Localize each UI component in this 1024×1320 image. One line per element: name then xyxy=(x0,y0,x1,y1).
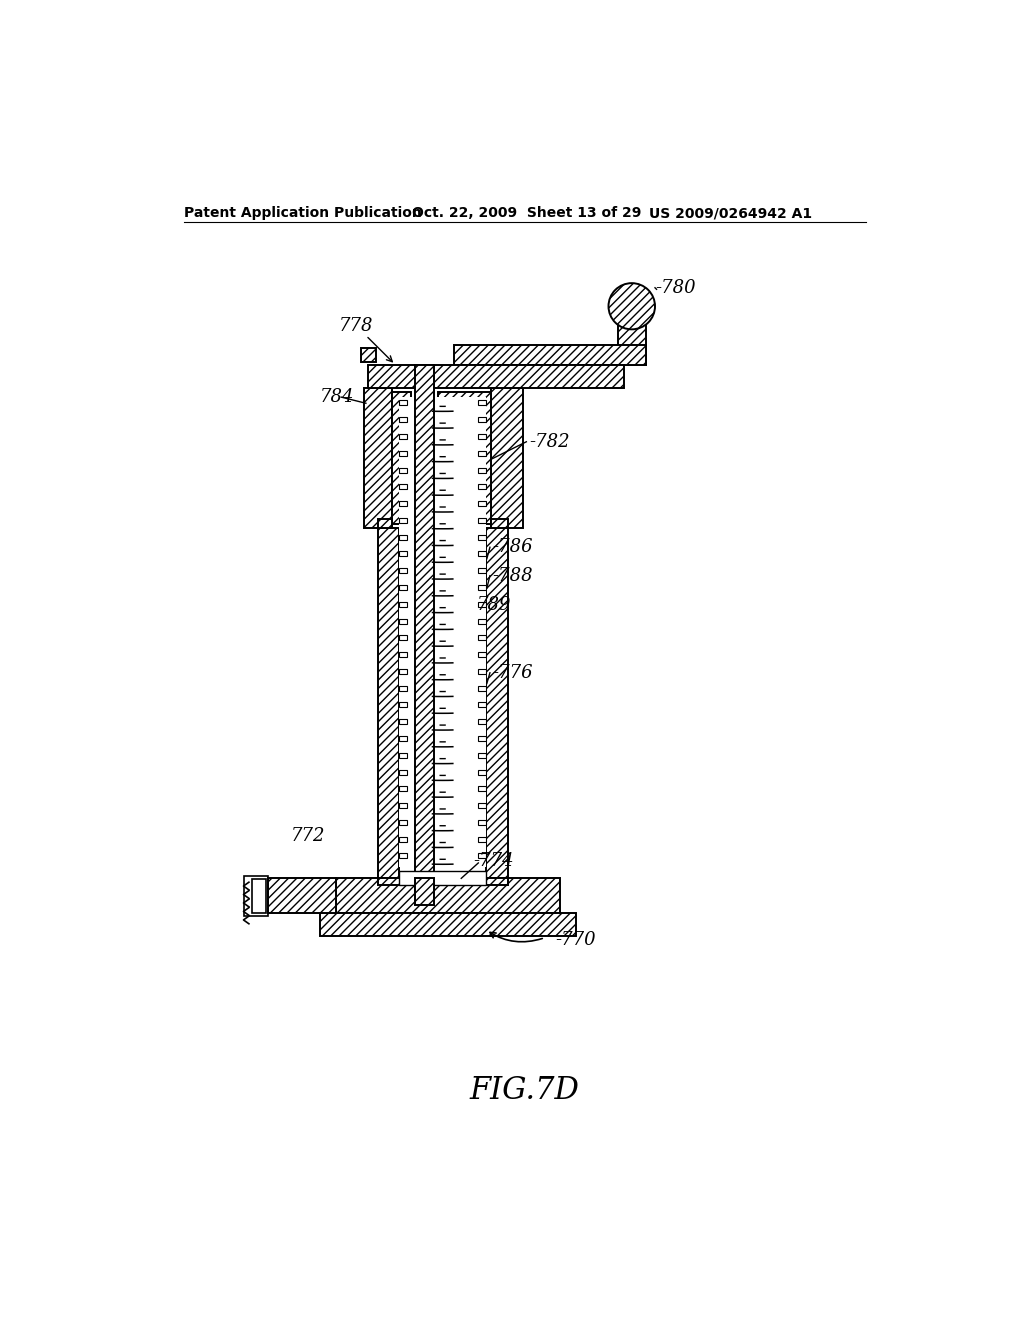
Bar xyxy=(478,652,486,657)
Bar xyxy=(478,770,486,775)
Bar xyxy=(399,854,407,858)
Bar xyxy=(399,484,407,490)
Bar xyxy=(399,737,407,741)
Bar xyxy=(378,528,399,878)
Bar xyxy=(399,417,407,422)
Bar xyxy=(399,400,407,405)
Bar xyxy=(478,502,486,506)
Text: 789: 789 xyxy=(477,597,511,614)
Bar xyxy=(399,787,407,791)
Bar xyxy=(478,585,486,590)
Bar xyxy=(478,434,486,440)
Text: 784: 784 xyxy=(321,388,354,407)
Bar xyxy=(415,878,434,906)
Bar xyxy=(478,737,486,741)
Bar xyxy=(478,619,486,623)
Bar xyxy=(454,345,646,364)
Text: Oct. 22, 2009  Sheet 13 of 29: Oct. 22, 2009 Sheet 13 of 29 xyxy=(412,206,641,220)
Bar xyxy=(321,913,575,936)
Bar xyxy=(399,568,407,573)
Bar xyxy=(478,535,486,540)
Bar xyxy=(399,552,407,557)
Bar xyxy=(399,602,407,607)
Text: -776: -776 xyxy=(493,664,532,681)
Bar xyxy=(478,400,486,405)
Bar xyxy=(399,685,407,690)
Bar xyxy=(478,417,486,422)
Bar xyxy=(267,878,336,913)
Bar xyxy=(369,364,624,388)
Bar xyxy=(617,321,646,364)
Bar xyxy=(478,685,486,690)
Bar xyxy=(245,876,267,916)
Text: -780: -780 xyxy=(655,279,695,297)
Bar xyxy=(399,517,407,523)
Text: -788: -788 xyxy=(493,566,532,585)
Bar xyxy=(399,652,407,657)
Bar xyxy=(399,719,407,725)
Text: FIG.7D: FIG.7D xyxy=(470,1074,580,1106)
Bar xyxy=(399,871,486,884)
Bar xyxy=(336,878,560,913)
Bar xyxy=(478,602,486,607)
Circle shape xyxy=(608,284,655,330)
Bar xyxy=(399,702,407,708)
Bar xyxy=(378,519,391,528)
Text: Patent Application Publication: Patent Application Publication xyxy=(183,206,422,220)
Bar xyxy=(399,585,407,590)
Bar xyxy=(478,635,486,640)
Bar xyxy=(360,348,376,362)
Bar xyxy=(399,837,407,842)
Bar xyxy=(399,451,407,455)
Bar xyxy=(478,484,486,490)
Bar xyxy=(399,752,407,758)
Bar xyxy=(399,635,407,640)
Bar xyxy=(399,397,486,867)
Bar xyxy=(478,752,486,758)
Bar xyxy=(478,719,486,725)
Bar xyxy=(478,854,486,858)
Bar xyxy=(399,803,407,808)
Text: -786: -786 xyxy=(493,539,532,556)
Bar xyxy=(478,837,486,842)
Bar xyxy=(399,770,407,775)
Bar xyxy=(478,568,486,573)
Text: -770: -770 xyxy=(556,931,596,949)
Bar xyxy=(478,451,486,455)
Bar xyxy=(378,878,508,884)
Bar xyxy=(478,787,486,791)
Bar xyxy=(438,392,490,524)
Text: US 2009/0264942 A1: US 2009/0264942 A1 xyxy=(649,206,812,220)
Text: 772: 772 xyxy=(291,828,326,845)
Bar xyxy=(478,669,486,675)
Bar xyxy=(399,669,407,675)
Bar xyxy=(415,364,434,890)
Text: -782: -782 xyxy=(529,433,570,450)
Bar xyxy=(490,388,523,528)
Bar xyxy=(478,467,486,473)
Bar xyxy=(478,552,486,557)
Bar xyxy=(478,803,486,808)
Bar xyxy=(391,392,411,524)
Bar xyxy=(486,528,508,878)
Bar xyxy=(399,820,407,825)
Text: 778: 778 xyxy=(339,317,374,335)
Bar xyxy=(252,879,266,913)
Bar xyxy=(478,517,486,523)
Bar xyxy=(399,535,407,540)
Bar xyxy=(399,619,407,623)
Bar xyxy=(478,702,486,708)
Bar xyxy=(478,820,486,825)
Bar xyxy=(490,519,508,528)
Bar xyxy=(365,388,391,528)
Text: -774: -774 xyxy=(473,851,513,870)
Bar xyxy=(399,434,407,440)
Bar xyxy=(399,467,407,473)
Bar xyxy=(399,502,407,506)
